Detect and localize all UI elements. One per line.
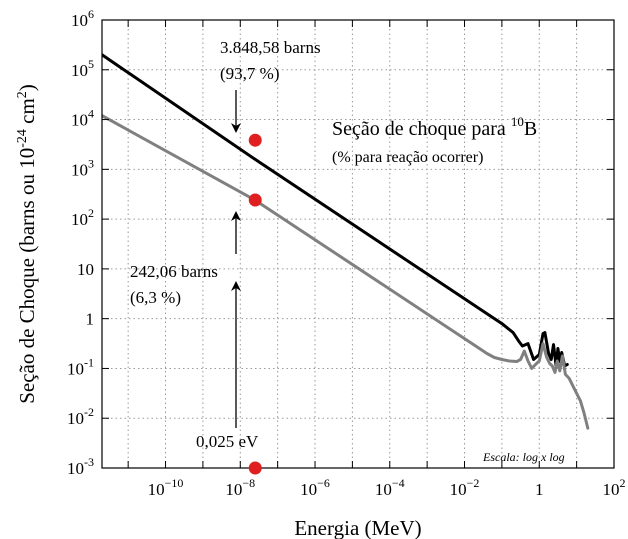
scale-note: Escala: log x log bbox=[482, 450, 565, 464]
y-tick-label: 10-3 bbox=[67, 455, 94, 478]
y-tick-label: 103 bbox=[71, 156, 94, 179]
highlight-points bbox=[248, 133, 262, 475]
y-tick-label: 1 bbox=[86, 310, 95, 329]
chart-subtitle: (% para reação ocorrer) bbox=[332, 149, 483, 166]
grid-lines bbox=[102, 20, 614, 468]
x-tick-labels: 10−10 10−8 10−6 10−4 10−2 1 102 bbox=[148, 476, 626, 499]
series-layer bbox=[102, 53, 590, 430]
y-tick-label: 10 bbox=[77, 260, 94, 279]
axis-ticks bbox=[102, 19, 614, 469]
y-tick-label: 10-2 bbox=[67, 405, 94, 428]
y-tick-labels: 10-3 10-2 10-1 1 10 102 103 104 105 106 bbox=[67, 7, 94, 478]
data-point-1 bbox=[248, 133, 262, 147]
data-point-3 bbox=[248, 461, 262, 475]
series-line-2 bbox=[102, 114, 590, 430]
x-tick-label: 10−10 bbox=[148, 476, 184, 499]
y-tick-label: 102 bbox=[71, 206, 94, 229]
annotation-energy: 0,025 eV bbox=[196, 432, 259, 451]
annotation-mid-value: 242,06 barns bbox=[130, 262, 218, 281]
x-tick-label: 1 bbox=[535, 480, 544, 499]
y-tick-label: 106 bbox=[71, 7, 94, 30]
plot-frame bbox=[101, 19, 615, 469]
x-tick-label: 102 bbox=[603, 476, 626, 499]
y-axis-title: Seção de Choque (barns ou 10-24 cm2) bbox=[15, 84, 39, 404]
y-tick-label: 105 bbox=[71, 57, 94, 80]
annotation-top-value: 3.848,58 barns bbox=[220, 38, 321, 57]
x-tick-label: 10−6 bbox=[300, 476, 330, 499]
x-axis-title: Energia (MeV) bbox=[294, 516, 421, 539]
annotation-mid-percent: (6,3 %) bbox=[130, 288, 181, 307]
series-line-1 bbox=[102, 53, 569, 368]
annotation-top-percent: (93,7 %) bbox=[220, 64, 279, 83]
x-tick-label: 10−4 bbox=[375, 476, 405, 499]
x-tick-label: 10−8 bbox=[225, 476, 255, 499]
chart-title: Seção de choque para 10B bbox=[332, 114, 537, 140]
x-tick-label: 10−2 bbox=[450, 476, 480, 499]
data-point-2 bbox=[248, 193, 262, 207]
y-tick-label: 104 bbox=[71, 107, 94, 130]
y-tick-label: 10-1 bbox=[67, 355, 94, 378]
